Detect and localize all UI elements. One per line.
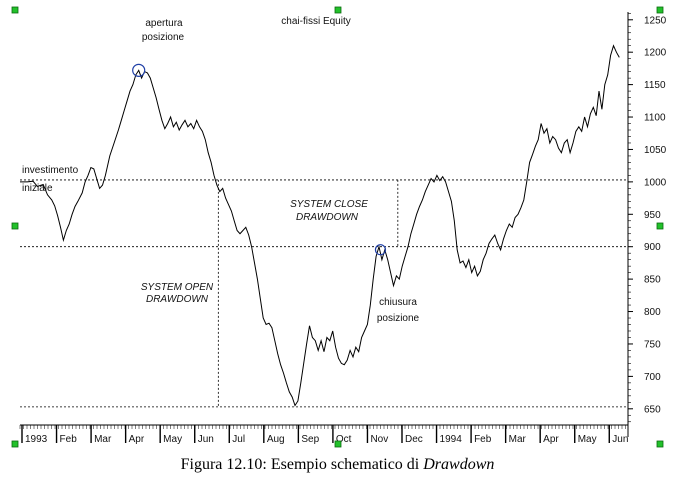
x-tick-label: May <box>578 434 597 445</box>
open-drawdown-label-line2: DRAWDOWN <box>146 294 209 305</box>
closing-label-line1: chiusura <box>379 297 417 308</box>
figure-caption: Figura 12.10: Esempio schematico di Draw… <box>0 456 675 474</box>
closing-label-line2: posizione <box>377 313 420 324</box>
close-drawdown-label-line2: DRAWDOWN <box>296 212 359 223</box>
close-drawdown-label-line1: SYSTEM CLOSE <box>290 199 368 210</box>
y-tick-label: 1000 <box>644 177 667 188</box>
x-tick-label: Jul <box>232 434 245 445</box>
closing-marker <box>374 244 387 256</box>
y-tick-label: 1250 <box>644 15 667 26</box>
y-tick-label: 950 <box>644 210 661 221</box>
y-tick-label: 700 <box>644 372 661 383</box>
resize-handle <box>11 222 19 230</box>
x-tick-label: Jun <box>198 434 214 445</box>
x-tick-label: Sep <box>301 434 319 445</box>
y-tick-label: 750 <box>644 339 661 350</box>
x-tick-label: Jun <box>612 434 628 445</box>
x-tick-label: Mar <box>94 434 112 445</box>
equity-chart: 650 700 750 800 850 900 950 1000 1050 1100 1150 120… <box>11 6 667 448</box>
y-tick-label: 1100 <box>644 113 666 124</box>
x-tick-label: Feb <box>60 434 78 445</box>
y-tick-label: 850 <box>644 275 661 286</box>
opening-label-line1: apertura <box>145 18 183 29</box>
x-tick-label: 1993 <box>25 434 48 445</box>
resize-handle <box>11 440 19 448</box>
equity-line <box>20 44 620 407</box>
chart-title: chai-fissi Equity <box>281 16 350 27</box>
resize-handle <box>334 6 342 14</box>
x-tick-label: 1994 <box>440 434 463 445</box>
x-tick-label: Feb <box>474 434 492 445</box>
y-tick-label: 1150 <box>644 80 666 91</box>
y-tick-label: 800 <box>644 307 661 318</box>
initial-investment-label-line2: iniziale <box>22 183 53 194</box>
y-tick-label: 900 <box>644 242 661 253</box>
opening-marker <box>132 63 146 77</box>
x-tick-label: Apr <box>129 434 145 445</box>
initial-investment-label-line1: investimento <box>22 165 79 176</box>
resize-handle <box>656 222 664 230</box>
caption-emphasis: Drawdown <box>423 456 495 473</box>
opening-label-line2: posizione <box>142 32 185 43</box>
resize-handle <box>656 6 664 14</box>
resize-handle <box>656 440 664 448</box>
x-tick-label: Mar <box>509 434 527 445</box>
y-tick-label: 1050 <box>644 145 667 156</box>
x-tick-label: Dec <box>405 434 423 445</box>
resize-handle <box>334 440 342 448</box>
open-drawdown-label-line1: SYSTEM OPEN <box>141 282 214 293</box>
caption-prefix: Figura 12.10: Esempio schematico di <box>180 456 424 473</box>
x-tick-label: Nov <box>370 434 388 445</box>
x-tick-label: Aug <box>267 434 285 445</box>
resize-handle <box>11 6 19 14</box>
y-tick-label: 650 <box>644 404 661 415</box>
x-tick-label: Apr <box>543 434 559 445</box>
x-tick-label: May <box>163 434 182 445</box>
y-tick-label: 1200 <box>644 48 667 59</box>
x-tick-label: Oct <box>336 434 352 445</box>
